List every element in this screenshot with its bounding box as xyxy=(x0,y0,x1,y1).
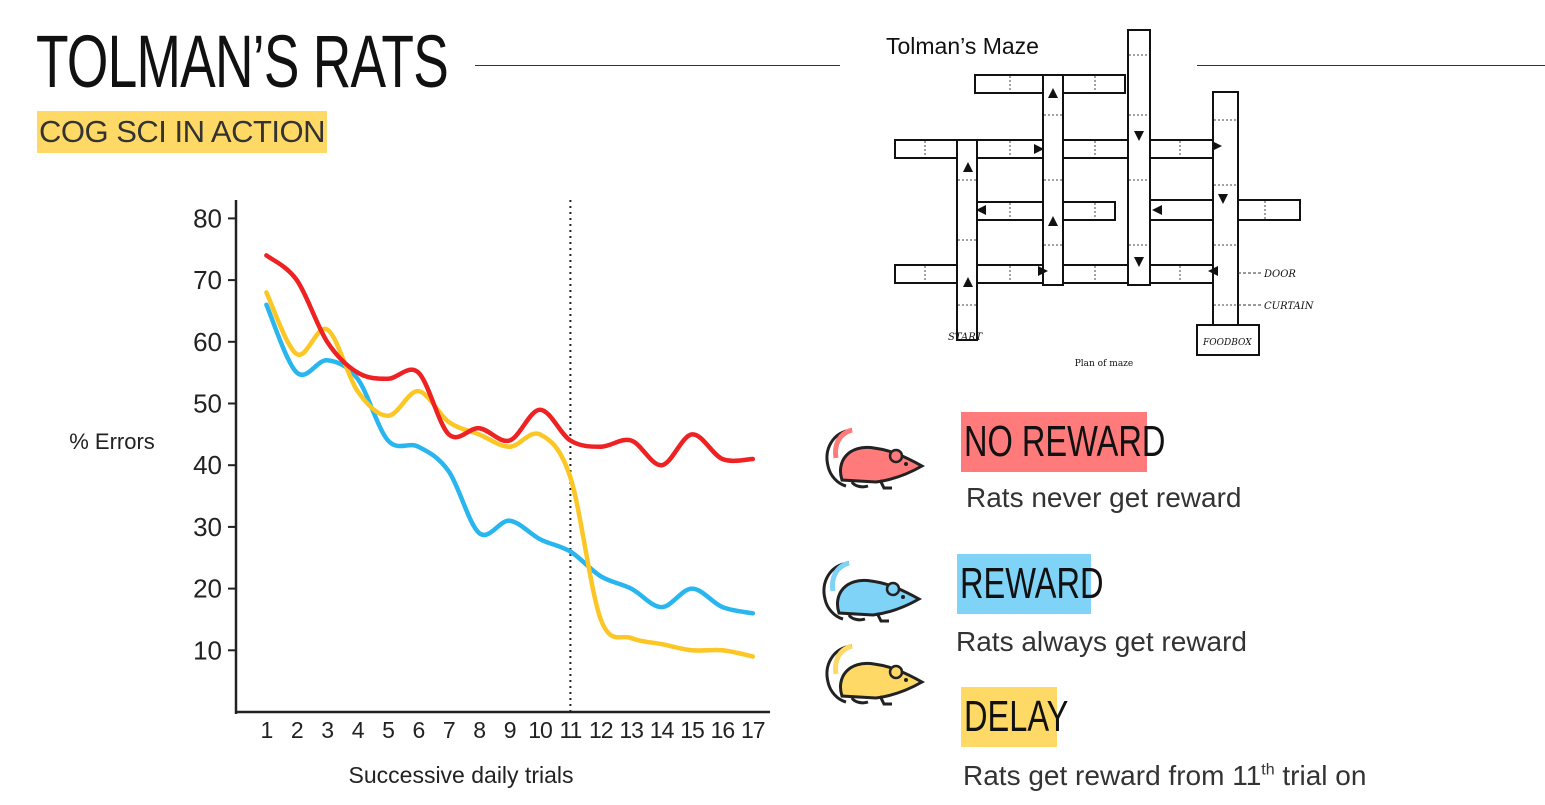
y-axis-label: % Errors xyxy=(69,429,155,454)
x-tick-label: 14 xyxy=(650,717,675,743)
legend-delay-label: DELAY xyxy=(961,687,1068,747)
x-tick-label: 5 xyxy=(382,717,394,743)
y-tick-label: 20 xyxy=(193,574,222,604)
y-tick-label: 50 xyxy=(193,389,222,419)
y-tick-label: 10 xyxy=(193,635,222,665)
y-tick-label: 60 xyxy=(193,327,222,357)
x-tick-label: 9 xyxy=(504,717,516,743)
maze-label-foodbox: FOODBOX xyxy=(1202,338,1252,348)
legend-no-reward-description: Rats never get reward xyxy=(966,482,1242,513)
rat-icon xyxy=(825,427,926,490)
legend-delay-description-sup: th xyxy=(1261,761,1275,779)
x-tick-label: 11 xyxy=(559,717,581,743)
x-tick-label: 17 xyxy=(741,717,765,743)
x-tick-label: 15 xyxy=(680,717,704,743)
x-tick-label: 10 xyxy=(528,717,552,743)
y-tick-label: 80 xyxy=(193,203,222,233)
title-rule-left xyxy=(475,65,840,66)
y-tick-label: 70 xyxy=(193,265,222,295)
title-rule-right xyxy=(1197,65,1545,66)
x-tick-label: 2 xyxy=(291,717,303,743)
legend-reward-label: REWARD xyxy=(957,554,1104,614)
x-tick-label: 12 xyxy=(589,717,613,743)
legend-delay-description-prefix: Rats get reward from 11 xyxy=(963,760,1262,791)
y-tick-label: 30 xyxy=(193,512,222,542)
maze-diagram: START DOOR CURTAIN FOODBOX Plan of maze xyxy=(894,29,1315,369)
series-line-no-reward xyxy=(264,253,756,468)
legend-reward-text: REWARD xyxy=(960,559,1104,608)
page-title: TOLMAN’S RATS xyxy=(36,20,449,103)
legend-no-reward-label: NO REWARD xyxy=(961,412,1165,472)
x-tick-label: 4 xyxy=(352,717,365,743)
x-tick-label: 3 xyxy=(321,717,333,743)
rat-icon xyxy=(822,560,923,623)
x-tick-label: 1 xyxy=(261,717,273,743)
rat-icon xyxy=(825,643,926,706)
page-subtitle: COG SCI IN ACTION xyxy=(37,111,328,153)
x-tick-label: 6 xyxy=(413,717,425,743)
x-tick-label: 8 xyxy=(473,717,485,743)
legend-delay-description: Rats get reward from 11th trial on xyxy=(963,760,1366,792)
maze-label-door: DOOR xyxy=(1263,269,1296,280)
series-line-delay xyxy=(264,290,756,659)
y-tick-label: 40 xyxy=(193,450,222,480)
x-axis-label: Successive daily trials xyxy=(349,762,574,788)
maze-title: Tolman’s Maze xyxy=(886,33,1039,59)
x-tick-label: 7 xyxy=(443,717,455,743)
maze-label-start: START xyxy=(948,332,984,343)
x-tick-label: 16 xyxy=(711,717,735,743)
maze-label-curtain: CURTAIN xyxy=(1264,301,1315,312)
legend-reward-description: Rats always get reward xyxy=(956,626,1248,657)
legend-no-reward-text: NO REWARD xyxy=(964,417,1166,466)
legend-delay-description-suffix: trial on xyxy=(1274,760,1367,791)
x-tick-label: 13 xyxy=(619,717,643,743)
legend-delay-text: DELAY xyxy=(964,692,1069,741)
maze-caption: Plan of maze xyxy=(1075,359,1134,369)
